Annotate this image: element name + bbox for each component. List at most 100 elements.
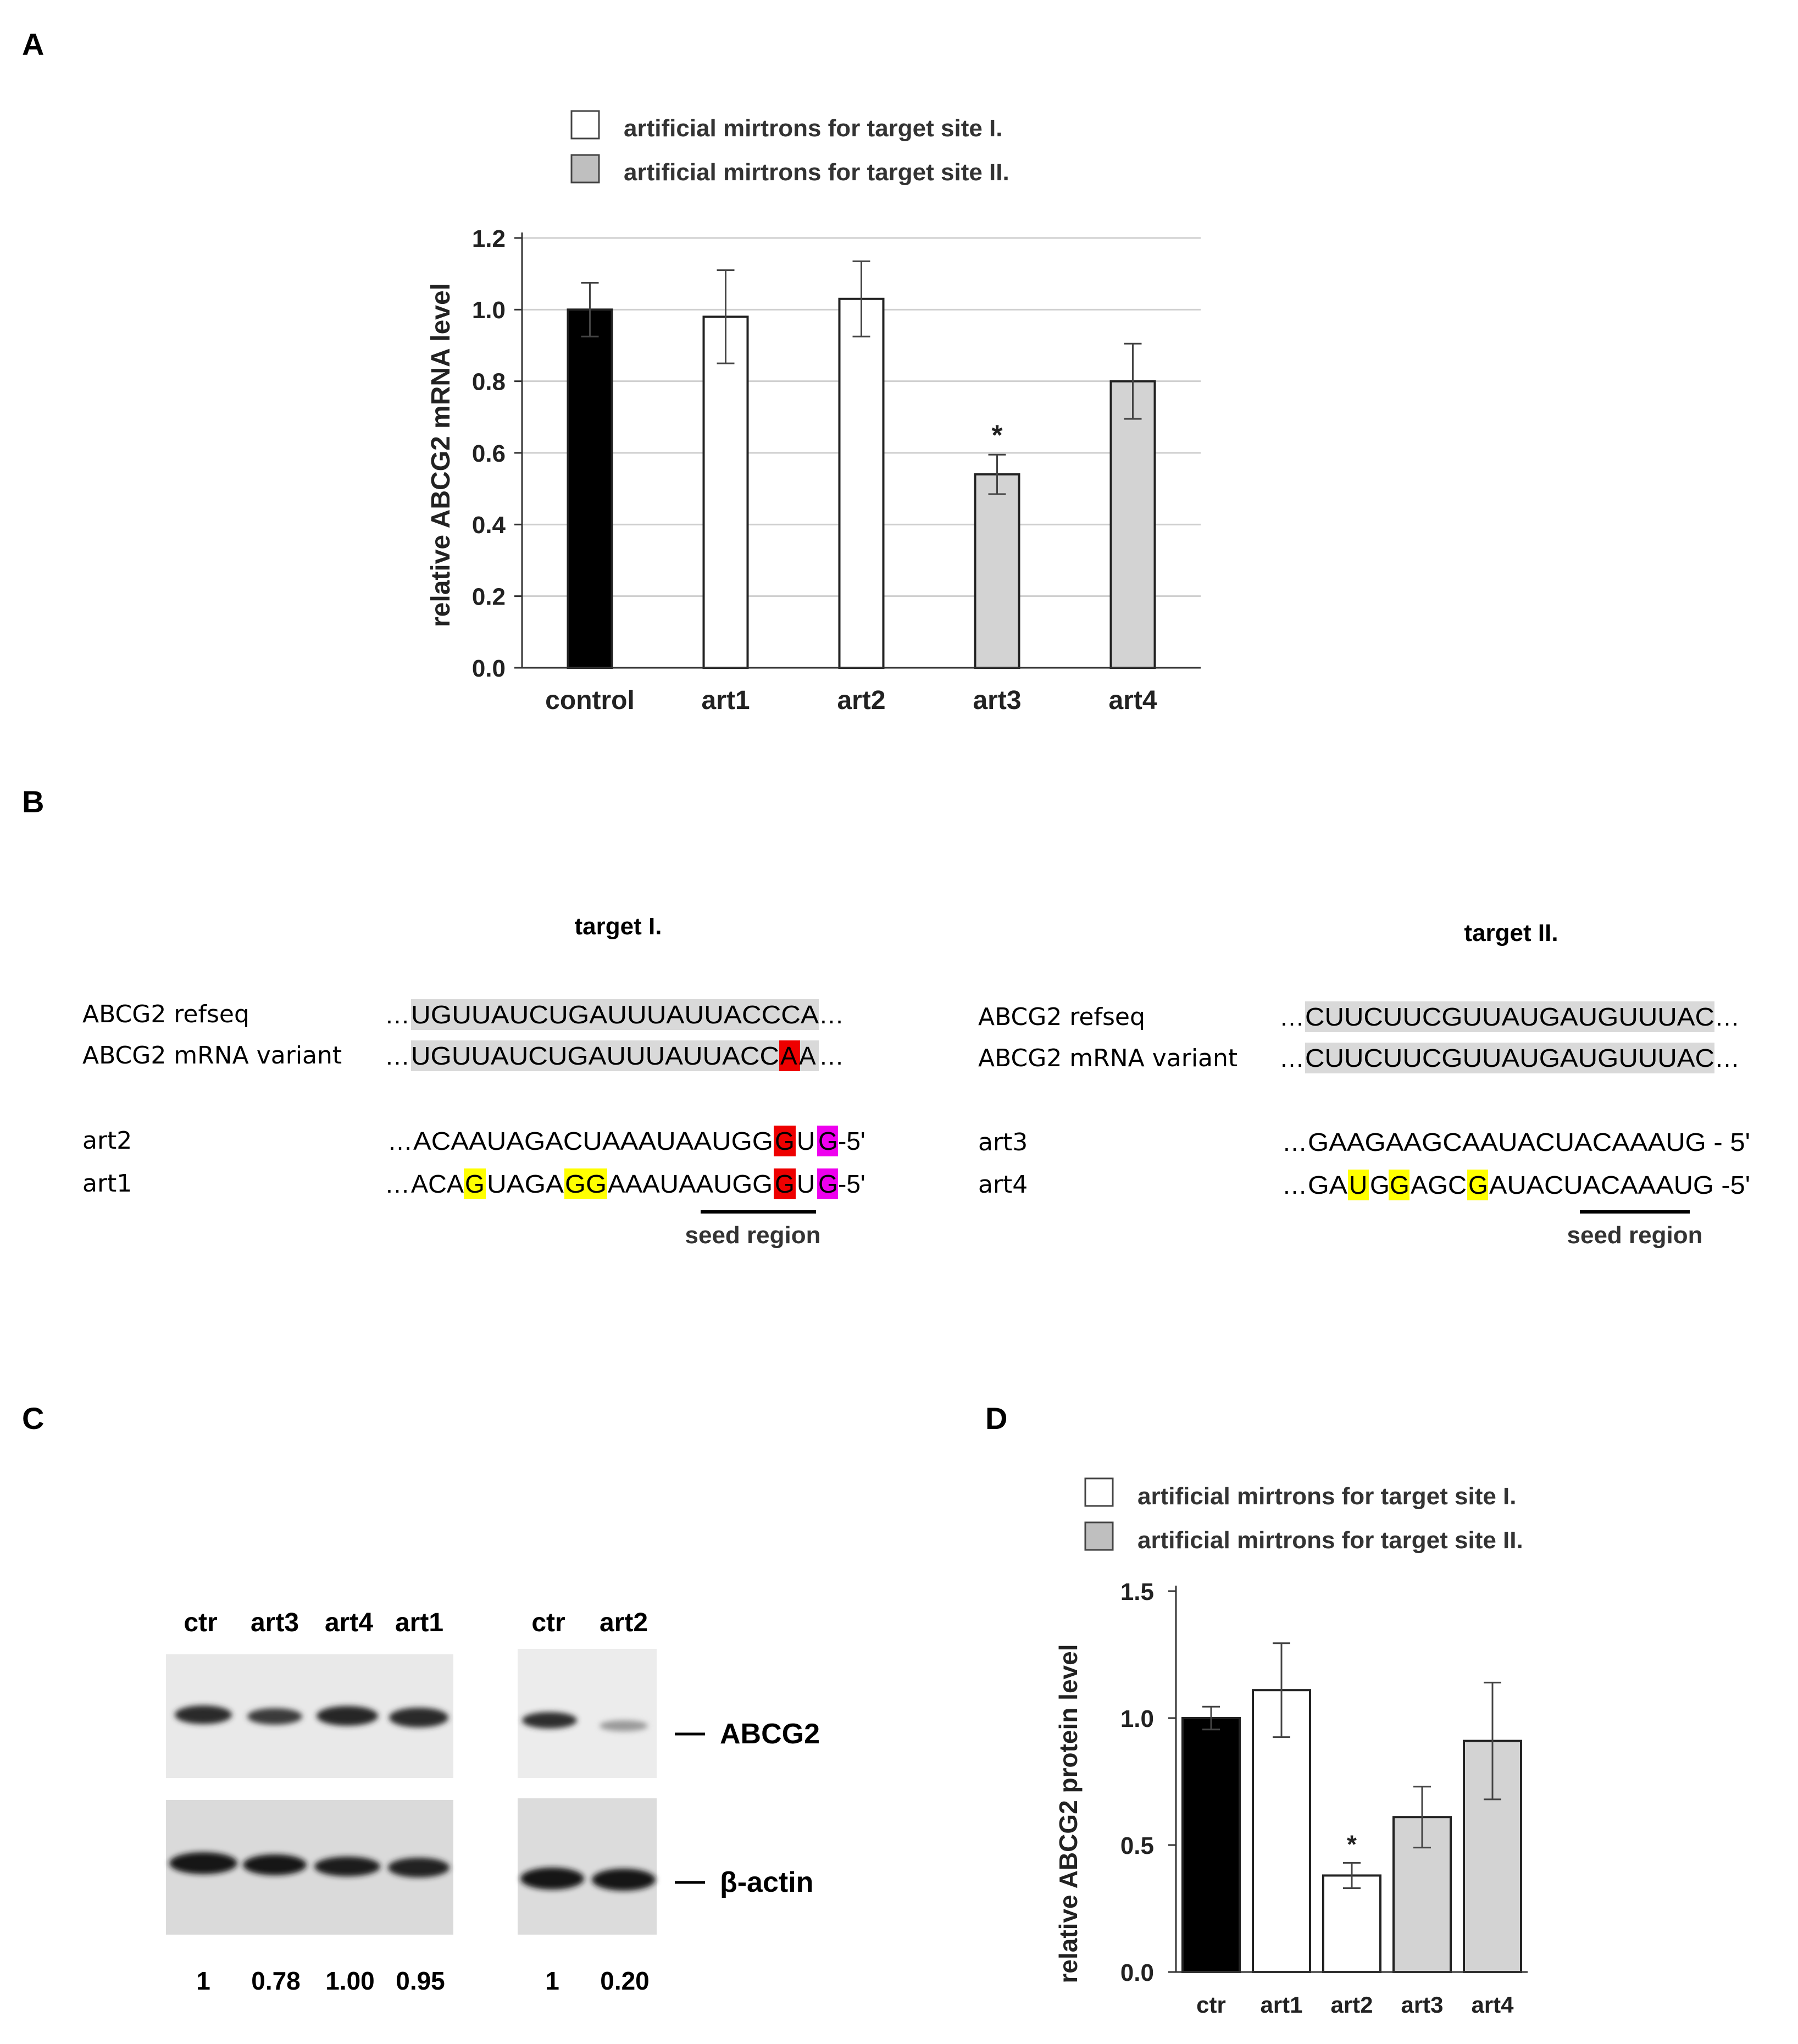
significance-star-art3: * [991, 419, 1003, 451]
chart-a-ylabel: relative ABCG2 mRNA level [426, 283, 456, 627]
t2-art4-mismatch-yellow-1 [1348, 1170, 1369, 1200]
legend-label-site1: artificial mirtrons for target site I. [624, 115, 1003, 142]
chart-d-ylabel: relative ABCG2 protein level [1054, 1644, 1083, 1984]
panel-label-d: D [985, 1401, 1007, 1436]
t1-art2-mismatch-red [774, 1126, 796, 1156]
band-actin-ctr [169, 1852, 237, 1874]
t1-refseq-seq: …UGUUAUCUGAUUUAUUACCCA… [385, 1000, 844, 1029]
y-tick-label: 0.0 [472, 655, 506, 682]
t1-art2-mismatch-magenta [817, 1126, 838, 1156]
x-category-label-art2: art2 [1330, 1992, 1373, 2018]
x-category-label-control: control [545, 686, 635, 715]
t1-variant-label: ABCG2 mRNA variant [82, 1042, 342, 1070]
chart-d: artificial mirtrons for target site I. a… [1054, 1477, 1528, 2018]
quant-art3: 0.78 [251, 1967, 301, 1995]
t1-variant-shade [411, 1040, 819, 1071]
legend-swatch-site2-d [1084, 1521, 1114, 1551]
panel-label-a: A [22, 27, 44, 62]
y-tick-label: 0.5 [1120, 1832, 1154, 1859]
t2-art4-label: art4 [978, 1171, 1028, 1199]
t2-variant-seq: …CUUCUUCGUUAUGAUGUUUAC… [1279, 1044, 1740, 1072]
t2-refseq-seq: …CUUCUUCGUUAUGAUGUUUAC… [1279, 1002, 1740, 1031]
lane-art2: art2 [600, 1608, 648, 1637]
band-abcg2-ctr-right [522, 1712, 577, 1729]
band-abcg2-art2 [600, 1720, 648, 1731]
alignment-target-2: target II. ABCG2 refseq ABCG2 mRNA varia… [978, 919, 1750, 1249]
y-tick-label: 0.6 [472, 440, 506, 467]
quant-ctr-right: 1 [545, 1967, 559, 1995]
t2-art3-seq: …GAAGAAGCAAUACUACAAAUG - 5' [1282, 1128, 1750, 1156]
abcg2-band-label: ABCG2 [720, 1718, 820, 1750]
actin-band-label: β-actin [720, 1866, 813, 1898]
t2-seed-label: seed region [1567, 1222, 1703, 1249]
legend-label-site2-d: artificial mirtrons for target site II. [1137, 1527, 1523, 1554]
lane-ctr-left: ctr [184, 1608, 217, 1637]
t2-art4-seq: …GAU GGAGCGAUACUACAAAUG -5' [1282, 1171, 1750, 1199]
x-category-label-art4: art4 [1471, 1992, 1514, 2018]
western-blot: ctr art3 art4 art1 ctr art2 ABCG2 β-acti… [166, 1608, 820, 1995]
t1-art1-mismatch-yellow-2 [564, 1168, 607, 1199]
target-1-title: target I. [575, 913, 662, 940]
y-tick-label: 1.2 [472, 225, 506, 252]
t1-variant-seq: …UGUUAUCUGAUUUAUUACCAA… [385, 1042, 844, 1070]
y-tick-label: 1.0 [1120, 1705, 1154, 1732]
bar-art2 [838, 297, 885, 669]
t1-art1-label: art1 [82, 1170, 132, 1198]
t1-seed-label: seed region [685, 1222, 821, 1249]
band-abcg2-art3 [247, 1708, 302, 1725]
t1-variant-mismatch [779, 1040, 800, 1071]
t1-refseq-shade [411, 999, 819, 1030]
band-abcg2-art1 [389, 1708, 448, 1727]
band-actin-ctr-right [520, 1868, 584, 1890]
t2-refseq-label: ABCG2 refseq [978, 1003, 1145, 1031]
chart-a: artificial mirtrons for target site I. a… [426, 110, 1201, 715]
t2-variant-label: ABCG2 mRNA variant [978, 1044, 1237, 1072]
significance-star-art2: * [1347, 1830, 1357, 1858]
lane-art3: art3 [251, 1608, 299, 1637]
lane-ctr-right: ctr [531, 1608, 565, 1637]
t1-art2-label: art2 [82, 1127, 132, 1155]
band-actin-art1 [388, 1858, 449, 1877]
x-category-label-art1: art1 [701, 686, 750, 715]
t1-art1-mismatch-magenta [817, 1168, 838, 1199]
t1-art1-seq: …ACAGUAGAGGAAAUAAUGGGU G-5' [385, 1170, 865, 1198]
band-actin-art2 [592, 1869, 656, 1891]
quant-art2: 0.20 [600, 1967, 650, 1995]
x-category-label-art2: art2 [837, 686, 885, 715]
quant-art1: 0.95 [396, 1967, 445, 1995]
band-actin-art4 [314, 1857, 380, 1876]
t1-refseq-label: ABCG2 refseq [82, 1000, 249, 1028]
legend-label-site1-d: artificial mirtrons for target site I. [1137, 1483, 1517, 1510]
legend-swatch-site2 [570, 154, 600, 184]
target-2-title: target II. [1464, 919, 1558, 946]
t1-art1-mismatch-red [774, 1168, 796, 1199]
bar-art3 [974, 473, 1020, 669]
y-tick-label: 0.8 [472, 369, 506, 396]
t1-art1-mismatch-yellow-1 [464, 1168, 486, 1199]
lane-art1: art1 [395, 1608, 443, 1637]
blot-actin-right [518, 1798, 657, 1935]
band-abcg2-art4 [317, 1706, 378, 1726]
x-category-label-art3: art3 [973, 686, 1021, 715]
panel-label-b: B [22, 784, 44, 819]
x-category-label-art1: art1 [1260, 1992, 1302, 2018]
t2-refseq-shade [1305, 1001, 1714, 1032]
legend-swatch-site1-d [1084, 1477, 1114, 1507]
bar-ctr [1181, 1717, 1241, 1973]
x-category-label-art4: art4 [1108, 686, 1157, 715]
lane-art4: art4 [325, 1608, 373, 1637]
chart-d-legend: artificial mirtrons for target site I. a… [1084, 1477, 1523, 1554]
bar-control [567, 308, 613, 669]
quant-ctr-left: 1 [196, 1967, 210, 1995]
legend-label-site2: artificial mirtrons for target site II. [624, 159, 1009, 186]
legend-swatch-site1 [570, 110, 600, 140]
x-category-label-art3: art3 [1401, 1992, 1443, 2018]
t2-art4-mismatch-yellow-3 [1467, 1170, 1488, 1200]
bar-art4 [1109, 380, 1156, 669]
band-abcg2-ctr [175, 1705, 232, 1724]
y-tick-label: 0.2 [472, 584, 506, 611]
t1-art2-seq: …ACAAUAGACUAAAUAAUGGGU G-5' [387, 1127, 865, 1155]
t2-art3-label: art3 [978, 1128, 1028, 1156]
chart-a-legend: artificial mirtrons for target site I. a… [570, 110, 1009, 186]
